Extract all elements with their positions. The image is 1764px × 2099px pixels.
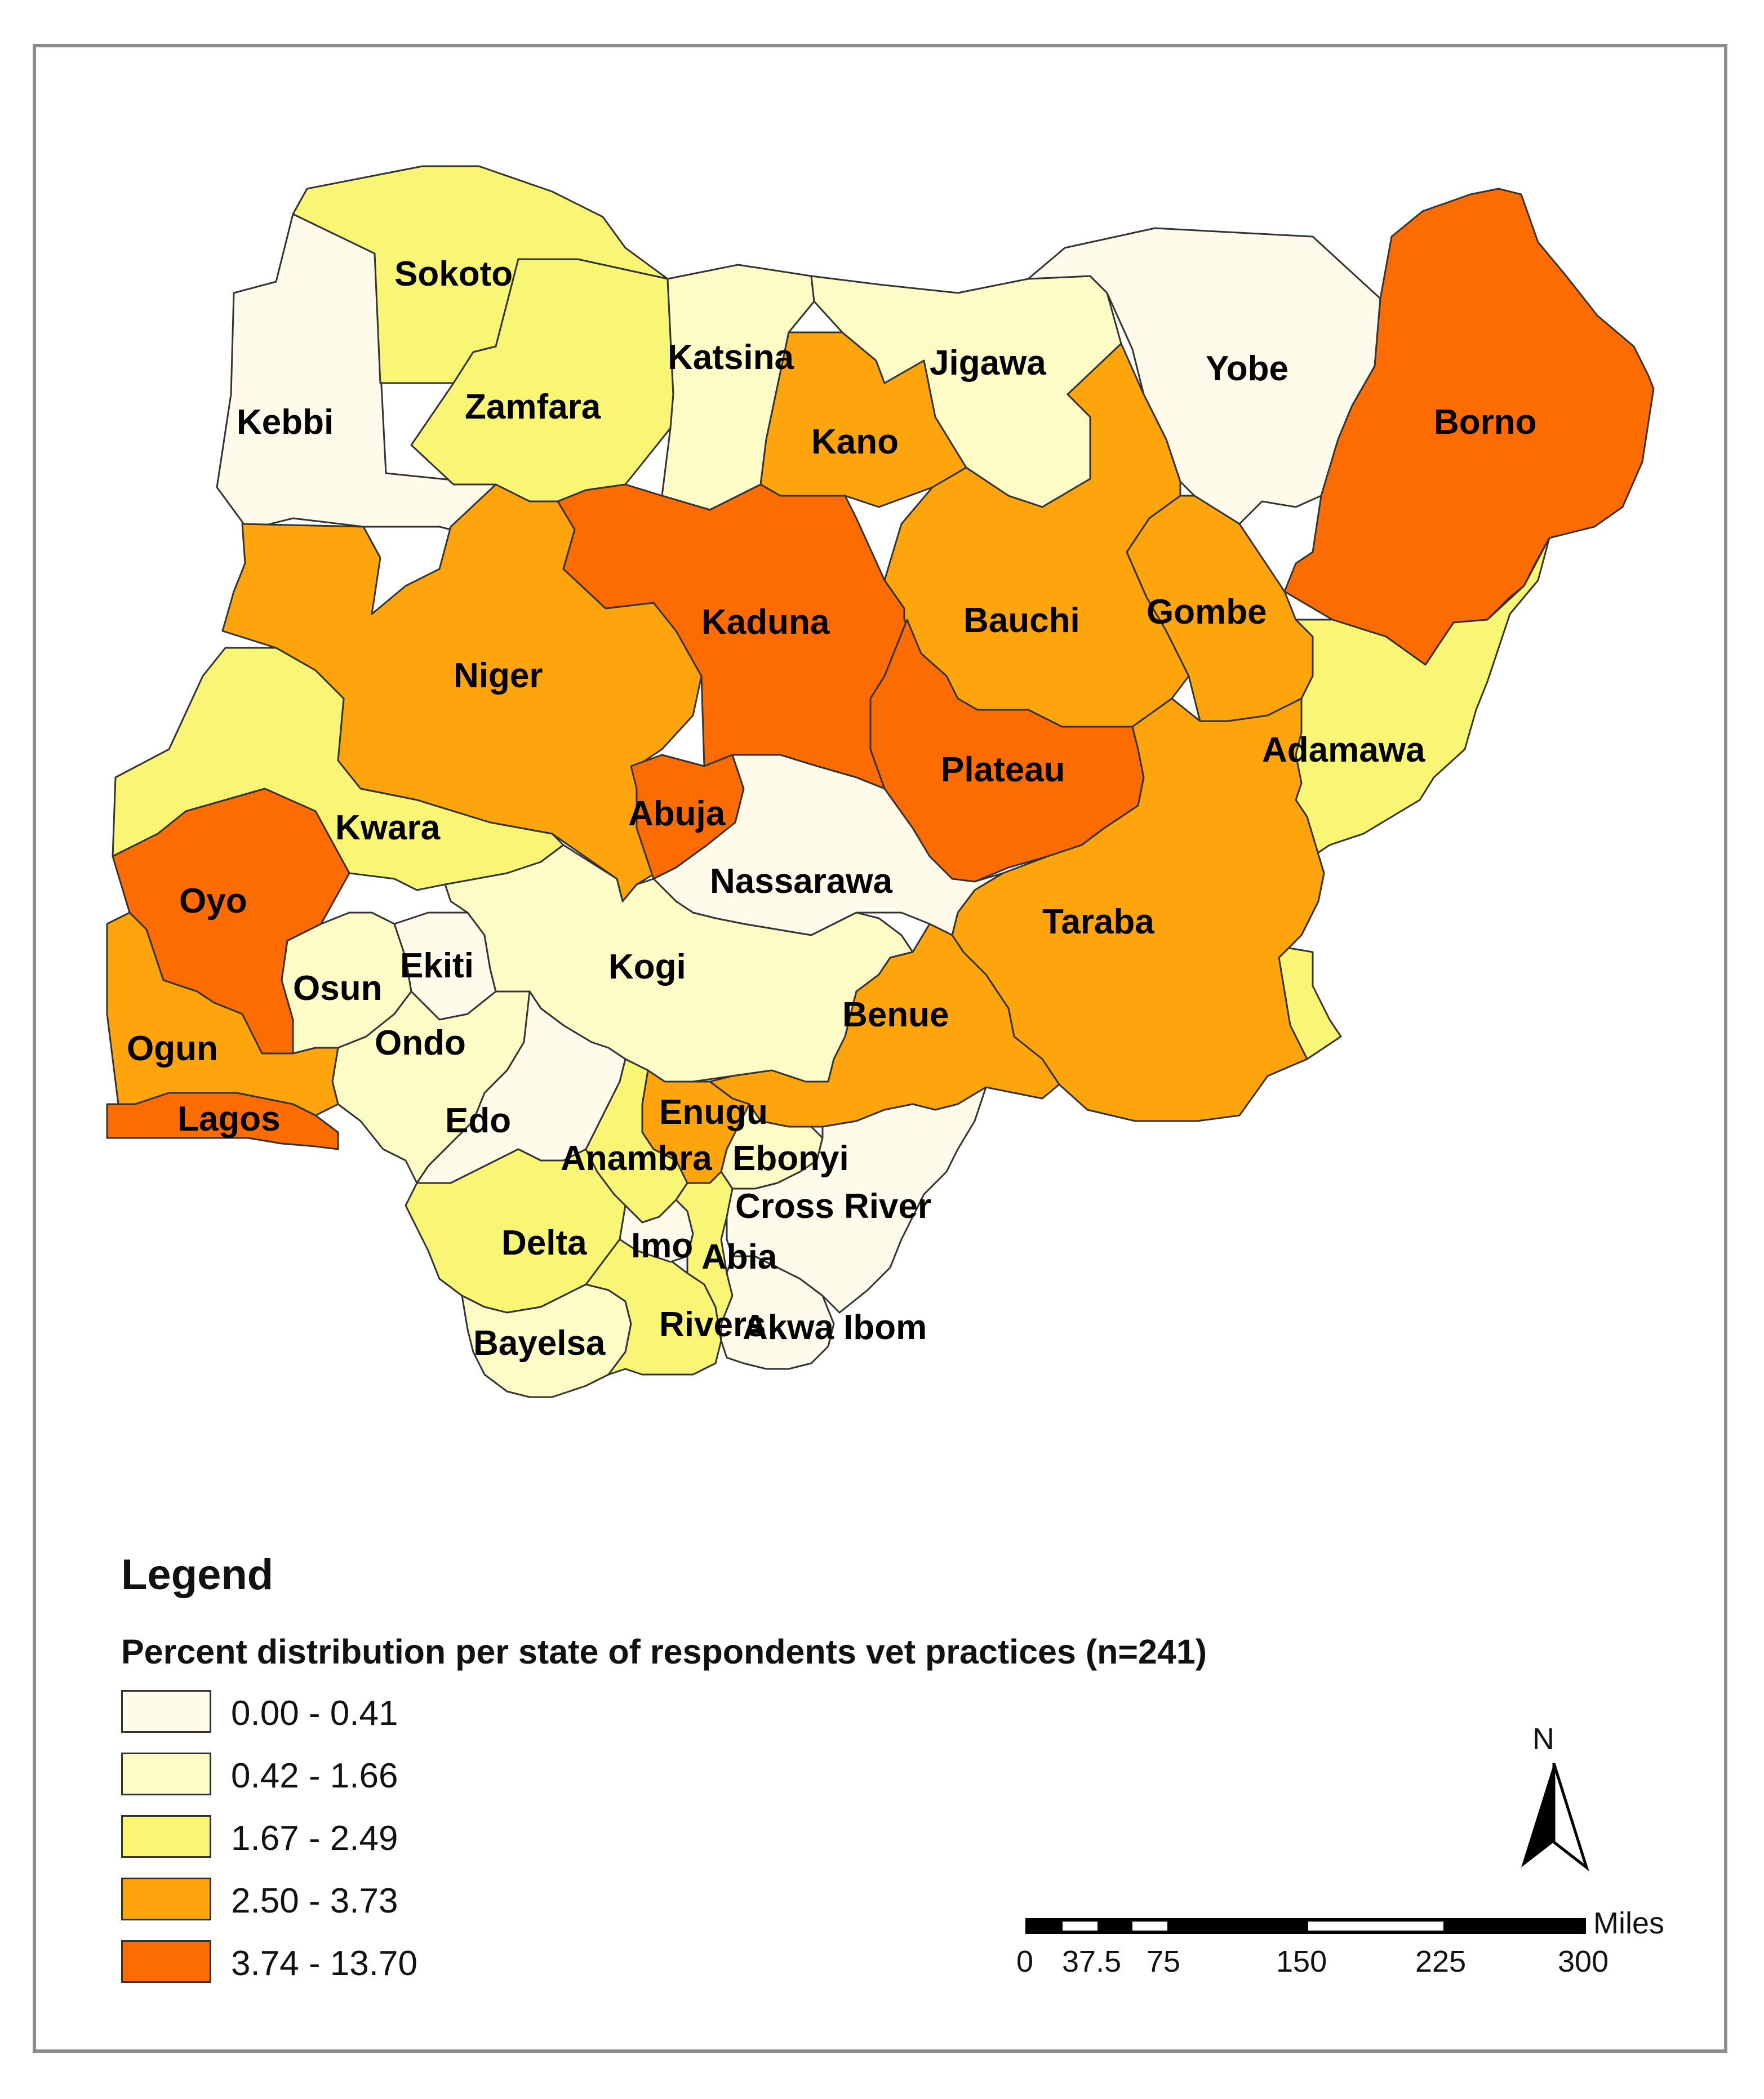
label-bayelsa: Bayelsa bbox=[473, 1324, 606, 1363]
label-imo: Imo bbox=[631, 1226, 693, 1265]
legend-label: 2.50 - 3.73 bbox=[231, 1882, 398, 1920]
label-osun: Osun bbox=[293, 969, 382, 1008]
label-kano: Kano bbox=[811, 423, 899, 461]
label-adamawa: Adamawa bbox=[1262, 731, 1425, 770]
label-katsina: Katsina bbox=[668, 338, 794, 377]
label-cross-river: Cross River bbox=[735, 1187, 931, 1226]
scale-tick-0: 0 bbox=[1016, 1945, 1033, 1978]
north-arrow-right bbox=[1552, 1763, 1589, 1871]
legend-label: 3.74 - 13.70 bbox=[231, 1944, 417, 1983]
label-delta: Delta bbox=[501, 1224, 587, 1262]
map-frame bbox=[33, 44, 1727, 2053]
label-kebbi: Kebbi bbox=[237, 403, 334, 442]
state-kebbi bbox=[216, 213, 531, 550]
north-arrow-left bbox=[1521, 1763, 1554, 1867]
scale-bar-seg-white-2 bbox=[1132, 1922, 1167, 1931]
label-lagos: Lagos bbox=[177, 1100, 281, 1139]
label-nassarawa: Nassarawa bbox=[710, 862, 893, 901]
scale-bar-seg-white-3 bbox=[1308, 1922, 1443, 1931]
state-nassarawa bbox=[652, 754, 1004, 936]
legend-label: 0.42 - 1.66 bbox=[231, 1756, 398, 1795]
label-ekiti: Ekiti bbox=[400, 946, 474, 985]
scale-tick-2: 75 bbox=[1147, 1945, 1180, 1978]
legend-swatch bbox=[121, 1753, 211, 1795]
north-arrow-label: N bbox=[1532, 1722, 1554, 1756]
label-edo: Edo bbox=[445, 1101, 511, 1140]
state-lagos bbox=[106, 1092, 339, 1150]
label-abia: Abia bbox=[701, 1238, 777, 1277]
label-niger: Niger bbox=[454, 656, 543, 695]
label-benue: Benue bbox=[842, 995, 949, 1034]
label-oyo: Oyo bbox=[179, 882, 247, 920]
label-kwara: Kwara bbox=[335, 808, 441, 847]
label-anambra: Anambra bbox=[561, 1139, 712, 1178]
scale-bar: Miles 0 37.5 75 150 225 300 bbox=[1016, 1906, 1664, 1978]
legend-swatch bbox=[121, 1690, 211, 1733]
label-kogi: Kogi bbox=[608, 948, 686, 986]
label-borno: Borno bbox=[1434, 403, 1537, 442]
legend-swatch bbox=[121, 1878, 211, 1920]
north-arrow: N bbox=[1521, 1722, 1589, 1871]
legend-label: 1.67 - 2.49 bbox=[231, 1819, 398, 1858]
scale-bar-seg-white-1 bbox=[1063, 1922, 1097, 1931]
state-taraba bbox=[951, 697, 1325, 1122]
label-ondo: Ondo bbox=[375, 1024, 466, 1062]
label-gombe: Gombe bbox=[1147, 593, 1267, 632]
label-zamfara: Zamfara bbox=[465, 388, 601, 426]
state-cross-river bbox=[726, 1086, 987, 1314]
label-jigawa: Jigawa bbox=[930, 344, 1046, 383]
label-sokoto: Sokoto bbox=[394, 255, 513, 293]
label-rivers: Rivers bbox=[659, 1305, 766, 1344]
scale-tick-3: 150 bbox=[1276, 1945, 1327, 1978]
label-akwa-ibom: Akwa Ibom bbox=[743, 1308, 927, 1347]
legend-swatch bbox=[121, 1815, 211, 1858]
scale-bar-outline bbox=[1025, 1918, 1586, 1934]
label-bauchi: Bauchi bbox=[963, 601, 1080, 640]
state-yobe bbox=[1027, 227, 1381, 525]
label-abuja: Abuja bbox=[628, 794, 726, 833]
label-enugu: Enugu bbox=[659, 1093, 768, 1132]
state-anambra bbox=[585, 1058, 688, 1224]
legend-title: Legend bbox=[121, 1551, 274, 1599]
legend-label: 0.00 - 0.41 bbox=[231, 1694, 398, 1733]
label-ebonyi: Ebonyi bbox=[732, 1139, 849, 1178]
scale-tick-1: 37.5 bbox=[1062, 1945, 1121, 1978]
label-kaduna: Kaduna bbox=[701, 603, 830, 642]
scale-tick-4: 225 bbox=[1415, 1945, 1466, 1978]
legend-subtitle: Percent distribution per state of respon… bbox=[121, 1633, 1207, 1671]
legend-swatch bbox=[121, 1940, 211, 1983]
label-taraba: Taraba bbox=[1042, 902, 1154, 941]
label-yobe: Yobe bbox=[1206, 349, 1288, 388]
scale-tick-5: 300 bbox=[1558, 1945, 1609, 1978]
label-ogun: Ogun bbox=[127, 1029, 218, 1068]
scale-unit: Miles bbox=[1593, 1906, 1664, 1940]
label-plateau: Plateau bbox=[941, 750, 1065, 789]
